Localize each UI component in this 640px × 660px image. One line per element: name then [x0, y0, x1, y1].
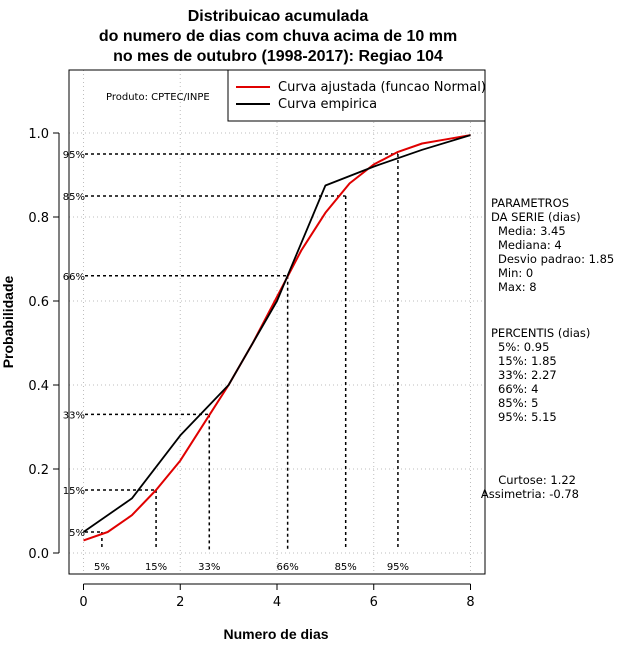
legend-box: [227, 69, 486, 122]
guide-label-bottom: 33%: [198, 562, 220, 573]
percentis-title: PERCENTIS (dias): [491, 326, 590, 340]
percentil-66: 66%: 4: [498, 382, 538, 396]
y-tick-label: 0.2: [28, 463, 49, 478]
chart-title: Distribuicao acumulada do numero de dias…: [99, 8, 457, 65]
y-tick-label: 0.8: [28, 211, 49, 226]
percentil-95: 95%: 5.15: [498, 410, 557, 424]
guide-label-left: 85%: [63, 192, 85, 203]
series-lines: [82, 134, 471, 542]
param-desvio: Desvio padrao: 1.85: [498, 252, 614, 266]
legend: Curva ajustada (funcao Normal) Curva emp…: [227, 69, 486, 122]
param-min: Min: 0: [498, 266, 533, 280]
y-tick-label: 0.4: [28, 379, 49, 394]
param-media: Media: 3.45: [498, 224, 566, 238]
guide-label-left: 66%: [63, 272, 85, 283]
title-line-1: Distribuicao acumulada: [188, 8, 369, 25]
x-tick-label: 4: [273, 595, 281, 610]
y-axis: 0.0 0.2 0.4 0.6 0.8 1.0: [28, 127, 60, 562]
guide-label-bottom: 15%: [145, 562, 167, 573]
y-axis-label: Probabilidade: [0, 276, 16, 369]
percentil-15: 15%: 1.85: [498, 354, 557, 368]
y-tick-label: 0.0: [28, 547, 49, 562]
legend-label-empirical: Curva empirica: [278, 97, 377, 112]
x-axis: 0 2 4 6 8: [79, 583, 475, 610]
assimetria: Assimetria: -0.78: [481, 487, 579, 501]
title-line-2: do numero de dias com chuva acima de 10 …: [99, 28, 457, 45]
y-tick-label: 1.0: [28, 127, 49, 142]
guide-label-left: 33%: [63, 410, 85, 421]
param-max: Max: 8: [498, 280, 537, 294]
percentil-33: 33%: 2.27: [498, 368, 557, 382]
params-title-1: PARAMETROS: [491, 196, 569, 210]
side-stats: PARAMETROS DA SERIE (dias) Media: 3.45 M…: [481, 196, 614, 501]
percentil-5: 5%: 0.95: [498, 340, 549, 354]
percentile-guides: 5% 5% 15% 15% 33% 33% 66% 66% 85% 85% 95% 95%: [63, 150, 409, 573]
x-axis-label: Numero de dias: [223, 626, 328, 642]
guide-label-bottom: 5%: [94, 562, 110, 573]
guide-label-left: 5%: [69, 528, 85, 539]
product-label: Produto: CPTEC/INPE: [106, 92, 210, 103]
curtose: Curtose: 1.22: [498, 473, 576, 487]
x-tick-label: 2: [176, 595, 184, 610]
params-title-2: DA SERIE (dias): [491, 210, 581, 224]
title-line-3: no mes de outubro (1998-2017): Regiao 10…: [113, 48, 443, 65]
guide-label-bottom: 95%: [387, 562, 409, 573]
series-empirical-line: [82, 134, 471, 533]
y-tick-label: 0.6: [28, 295, 49, 310]
param-mediana: Mediana: 4: [498, 238, 562, 252]
guide-label-left: 15%: [63, 486, 85, 497]
guide-label-bottom: 85%: [335, 562, 357, 573]
percentil-85: 85%: 5: [498, 396, 538, 410]
x-tick-label: 8: [466, 595, 474, 610]
x-tick-label: 0: [79, 595, 87, 610]
x-tick-label: 6: [370, 595, 378, 610]
legend-label-fitted: Curva ajustada (funcao Normal): [278, 80, 486, 95]
series-fitted-line: [83, 134, 471, 542]
guide-label-left: 95%: [63, 150, 85, 161]
guide-label-bottom: 66%: [277, 562, 299, 573]
